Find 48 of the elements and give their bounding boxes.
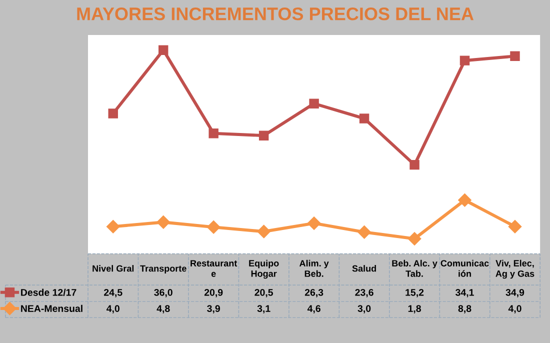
point bbox=[408, 232, 422, 246]
point bbox=[358, 226, 371, 239]
x-tick-label: Alim. y Beb. bbox=[299, 260, 329, 277]
point bbox=[156, 216, 170, 229]
x-tick-label: Transporte bbox=[140, 265, 186, 274]
data-label: 20,5 bbox=[254, 288, 274, 298]
x-tick-label: Comunicac ión bbox=[440, 260, 489, 277]
point bbox=[460, 56, 470, 66]
point bbox=[307, 216, 321, 230]
point bbox=[510, 51, 520, 62]
data-label: 26,3 bbox=[304, 288, 324, 298]
data-label: 34,1 bbox=[456, 288, 474, 298]
point bbox=[508, 220, 522, 234]
data-label: 4,0 bbox=[106, 305, 120, 314]
point bbox=[258, 130, 269, 140]
x-tick-label: Viv, Elec, Ag y Gas bbox=[496, 260, 534, 279]
point bbox=[206, 220, 220, 234]
data-label: 4,6 bbox=[307, 305, 320, 314]
point bbox=[309, 98, 319, 108]
data-label: 23,6 bbox=[355, 288, 374, 298]
point bbox=[359, 114, 370, 124]
data-label: 4,8 bbox=[156, 305, 170, 314]
data-label: 20,9 bbox=[204, 288, 223, 298]
data-label: 15,2 bbox=[406, 288, 424, 298]
point bbox=[108, 108, 118, 118]
x-tick-label: Restaurant e bbox=[190, 260, 238, 277]
x-tick-label: Nivel Gral bbox=[92, 265, 134, 272]
data-label: 24,5 bbox=[104, 288, 122, 298]
data-label: 3,1 bbox=[257, 305, 270, 314]
x-tick-label: Salud bbox=[352, 265, 376, 272]
point bbox=[208, 128, 218, 138]
x-tick-label: Beb. Alc. y Tab. bbox=[392, 260, 438, 277]
data-label: 34,9 bbox=[506, 288, 524, 298]
point bbox=[257, 224, 270, 238]
legend-label: Desde 12/17 bbox=[21, 288, 76, 296]
data-label: 4,0 bbox=[508, 305, 522, 314]
data-label: 36,0 bbox=[154, 288, 172, 298]
data-label: 8,8 bbox=[458, 305, 472, 314]
data-label: 1,8 bbox=[408, 305, 421, 314]
data-label: 3,9 bbox=[207, 305, 220, 314]
point bbox=[158, 45, 168, 55]
data-label: 3,0 bbox=[358, 305, 371, 314]
x-tick-label: Equipo Hogar bbox=[249, 260, 279, 279]
point bbox=[458, 194, 472, 207]
point bbox=[106, 220, 120, 234]
point bbox=[410, 160, 420, 170]
legend-label: NEA-Mensual bbox=[21, 304, 82, 312]
chart-title: MAYORES INCREMENTOS PRECIOS DEL NEA bbox=[77, 7, 474, 20]
